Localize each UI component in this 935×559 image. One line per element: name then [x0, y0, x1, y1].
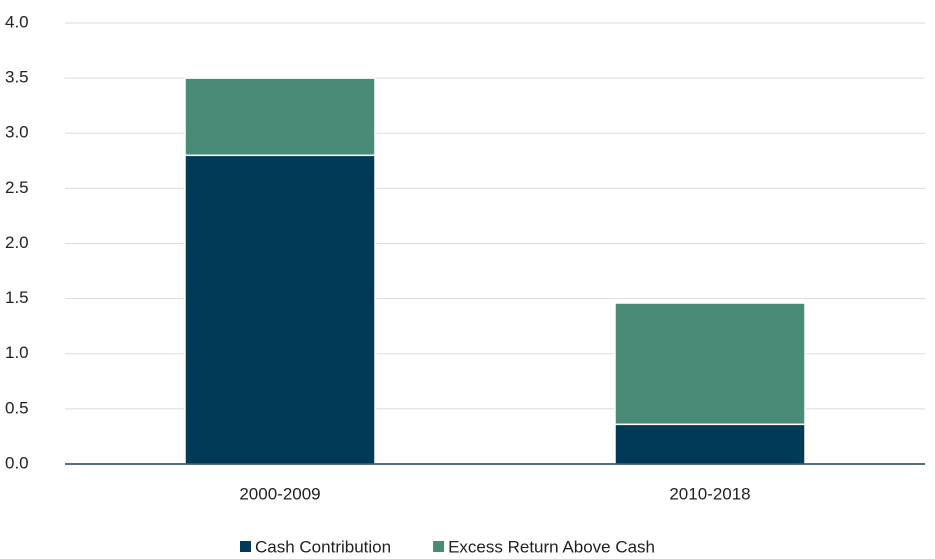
y-tick-label: 4.0	[5, 12, 29, 31]
bar-segment	[184, 154, 376, 465]
legend-label: Excess Return Above Cash	[448, 537, 655, 556]
x-tick-label: 2000-2009	[239, 484, 320, 503]
y-tick-label: 3.5	[5, 68, 29, 87]
legend-label: Cash Contribution	[255, 537, 391, 556]
y-tick-label: 1.5	[5, 288, 29, 307]
bar-segment	[184, 77, 376, 157]
bar-segment	[614, 302, 806, 426]
y-tick-label: 0.0	[5, 453, 29, 472]
bar-segment	[614, 423, 806, 465]
y-tick-label: 1.0	[5, 343, 29, 362]
y-tick-label: 0.5	[5, 398, 29, 417]
legend-swatch	[433, 541, 445, 552]
y-tick-label: 2.0	[5, 233, 29, 252]
x-tick-label: 2010-2018	[669, 484, 750, 503]
legend-swatch	[240, 541, 251, 552]
y-tick-label: 2.5	[5, 178, 29, 197]
y-tick-label: 3.0	[5, 123, 29, 142]
